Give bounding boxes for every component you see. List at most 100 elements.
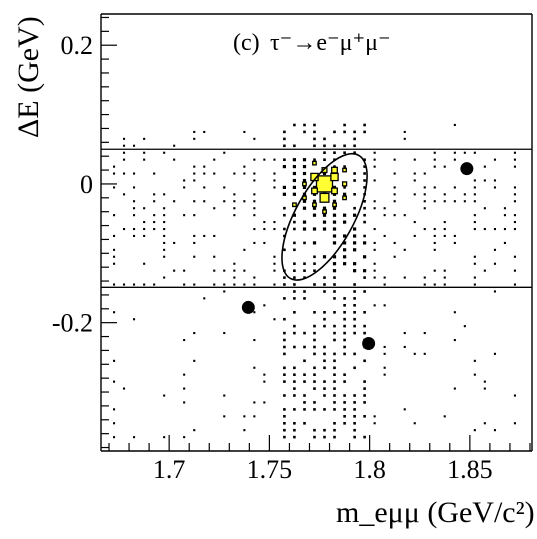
background-mc-box <box>373 248 376 251</box>
background-mc-box <box>283 206 286 210</box>
background-mc-box <box>373 200 376 203</box>
background-mc-box <box>343 401 346 404</box>
background-mc-box <box>193 359 196 362</box>
background-mc-box <box>133 172 136 175</box>
background-mc-box <box>323 380 326 383</box>
background-mc-box <box>303 241 306 245</box>
background-mc-box <box>513 228 516 231</box>
background-mc-box <box>153 200 156 203</box>
signal-mc-box <box>315 175 334 193</box>
background-mc-box <box>233 214 236 217</box>
background-mc-box <box>373 241 376 244</box>
background-mc-box <box>302 206 307 210</box>
background-mc-box <box>332 234 337 238</box>
background-mc-box <box>373 422 376 425</box>
background-mc-box <box>343 415 346 418</box>
background-mc-box <box>293 366 296 370</box>
background-mc-box <box>323 359 326 363</box>
signal-mc-box <box>332 202 337 208</box>
background-mc-box <box>173 158 176 161</box>
background-mc-box <box>313 262 316 265</box>
background-mc-box <box>293 435 296 439</box>
background-mc-box <box>332 269 337 273</box>
background-mc-box <box>433 200 436 203</box>
background-mc-box <box>293 220 296 224</box>
background-mc-box <box>353 304 356 307</box>
background-mc-box <box>333 151 336 154</box>
background-mc-box <box>503 228 506 231</box>
background-mc-box <box>423 207 426 210</box>
background-mc-box <box>283 331 286 335</box>
background-mc-box <box>293 269 296 272</box>
background-mc-box <box>433 248 436 251</box>
background-mc-box <box>513 283 516 286</box>
background-mc-box <box>243 200 246 203</box>
background-mc-box <box>303 345 306 349</box>
background-mc-box <box>393 255 396 258</box>
background-mc-box <box>123 228 126 231</box>
y-axis-label: ΔE (GeV) <box>12 16 45 138</box>
background-mc-box <box>513 214 516 217</box>
background-mc-box <box>253 366 256 369</box>
background-mc-box <box>143 234 146 237</box>
background-mc-box <box>503 241 506 244</box>
background-mc-box <box>353 172 356 175</box>
background-mc-box <box>332 255 337 259</box>
background-mc-box <box>332 185 337 189</box>
background-mc-box <box>153 228 156 231</box>
background-mc-box <box>443 269 446 272</box>
background-mc-box <box>283 422 286 425</box>
background-mc-box <box>353 241 357 245</box>
background-mc-box <box>223 332 226 335</box>
signal-mc-box-layer <box>292 160 348 215</box>
background-mc-box <box>323 428 326 432</box>
background-mc-box <box>133 207 136 210</box>
background-mc-box <box>293 297 296 300</box>
background-mc-box <box>312 206 317 210</box>
background-mc-box <box>293 248 296 252</box>
background-mc-box <box>423 283 426 286</box>
background-mc-box <box>413 179 416 182</box>
background-mc-box <box>213 158 216 161</box>
background-mc-box <box>332 227 337 231</box>
background-mc-box <box>133 283 136 286</box>
background-mc-box <box>363 241 367 245</box>
background-mc-box <box>383 304 386 307</box>
background-mc-box <box>133 436 136 439</box>
background-mc-box <box>433 269 436 272</box>
background-mc-box <box>283 227 286 231</box>
background-mc-box <box>313 435 316 439</box>
signal-mc-box <box>319 192 330 203</box>
background-mc-box <box>483 228 486 231</box>
background-mc-box <box>443 283 446 286</box>
background-mc-box <box>223 200 226 203</box>
background-mc-box <box>193 172 196 175</box>
background-mc-box <box>323 435 326 439</box>
background-mc-box <box>283 408 286 411</box>
background-mc-box <box>333 338 336 342</box>
background-mc-box <box>143 262 146 265</box>
background-mc-box <box>473 151 476 154</box>
background-mc-box <box>302 165 307 169</box>
background-mc-box <box>283 380 286 383</box>
background-mc-box <box>293 276 296 279</box>
background-mc-box <box>343 213 347 217</box>
background-mc-box <box>322 171 327 176</box>
background-mc-box <box>302 199 307 203</box>
background-mc-box <box>273 186 276 189</box>
background-mc-box <box>453 186 456 189</box>
background-mc-box <box>383 207 386 210</box>
background-mc-box <box>323 408 326 411</box>
background-mc-box <box>263 228 266 231</box>
background-mc-box <box>293 387 296 390</box>
signal-mc-box <box>330 172 339 182</box>
y-tick-label: -0.2 <box>52 309 93 338</box>
background-mc-box <box>283 144 286 148</box>
background-mc-box <box>323 324 326 328</box>
background-mc-box <box>203 234 206 237</box>
background-mc-box <box>443 221 446 224</box>
background-mc-box <box>332 262 337 266</box>
background-mc-box <box>343 255 347 259</box>
background-mc-box <box>113 436 116 439</box>
background-mc-box <box>343 297 346 300</box>
